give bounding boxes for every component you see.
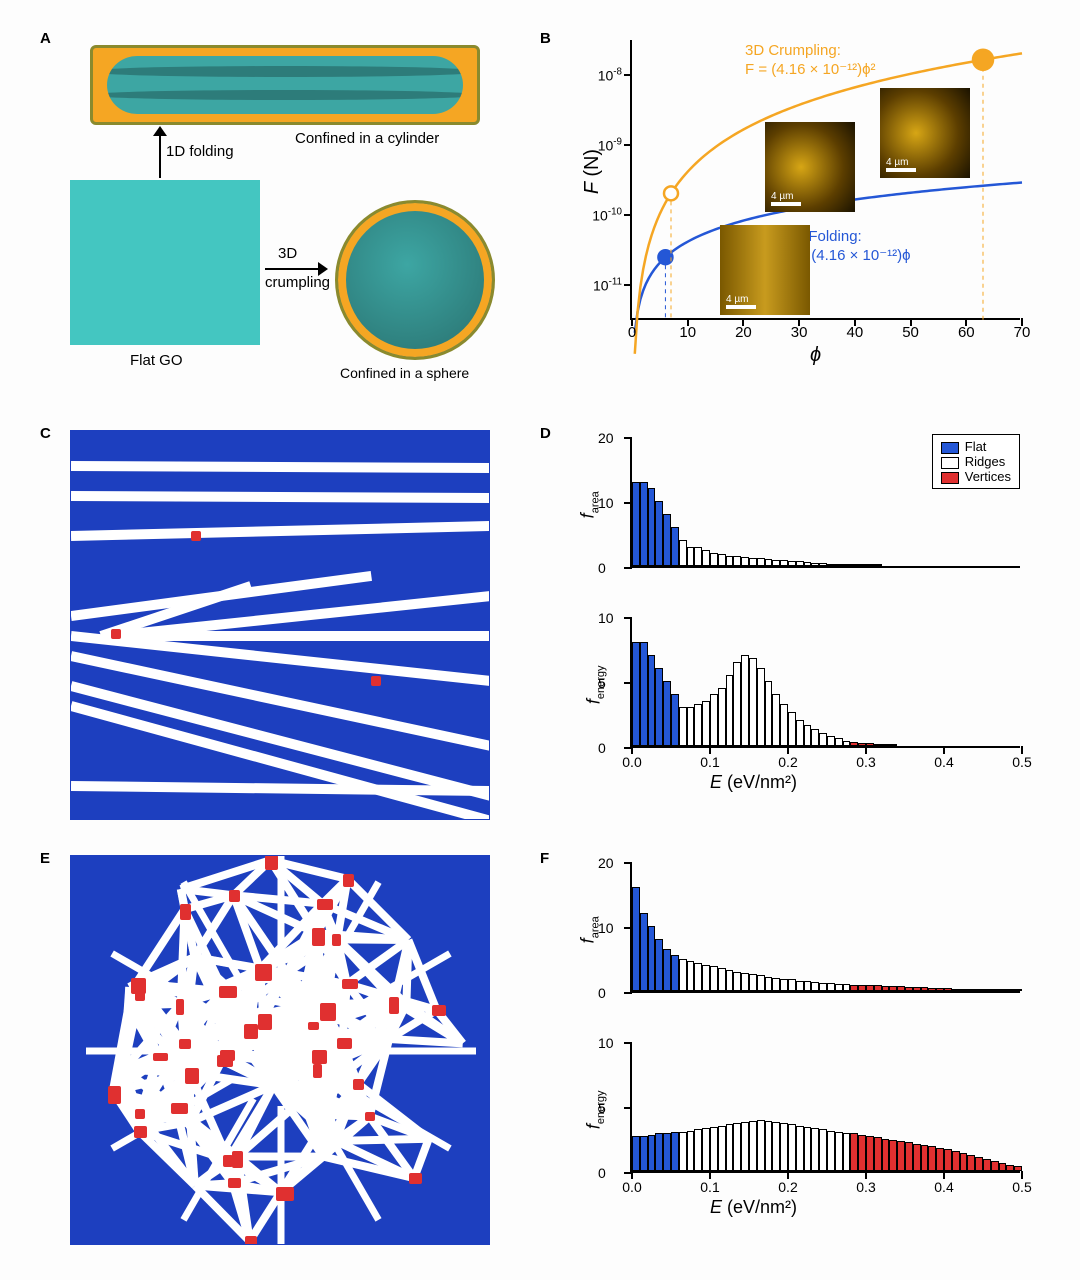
- scalebar-text-3: 4 µm: [726, 294, 748, 305]
- label-B: B: [540, 30, 551, 47]
- eq-crumpling-2: F = (4.16 × 10⁻¹²)ϕ²: [745, 60, 876, 78]
- folded-go-in-cylinder: [107, 56, 463, 114]
- arrow-3d-label1: 3D: [278, 245, 297, 262]
- scalebar-2: [886, 168, 916, 172]
- arrow-1d-head: [153, 126, 167, 136]
- panel-B: 01020304050607010-1110-1010-910-8 F (N) …: [560, 30, 1030, 370]
- panel-C-map: [70, 430, 490, 820]
- inset-afm-1: 4 µm: [765, 122, 855, 212]
- label-C: C: [40, 425, 51, 442]
- ylabel-F: F (N): [581, 149, 604, 194]
- inset-afm-2: 4 µm: [880, 88, 970, 178]
- panel-F: 01020farea0510fenergy0.00.10.20.30.40.5E…: [560, 855, 1030, 1245]
- arrow-3d-label2: crumpling: [265, 274, 330, 291]
- sphere-container: [335, 200, 495, 360]
- eq-crumpling-1: 3D Crumpling:: [745, 42, 841, 59]
- arrow-3d-shaft: [265, 268, 320, 270]
- scalebar-1: [771, 202, 801, 206]
- arrow-1d-label: 1D folding: [166, 143, 234, 160]
- scalebar-text-2: 4 µm: [886, 157, 908, 168]
- flat-go-caption: Flat GO: [130, 352, 183, 369]
- label-E: E: [40, 850, 50, 867]
- scalebar-text-1: 4 µm: [771, 191, 793, 202]
- label-F: F: [540, 850, 549, 867]
- cylinder-caption: Confined in a cylinder: [295, 130, 439, 147]
- inset-afm-3: 4 µm: [720, 225, 810, 315]
- scalebar-3: [726, 305, 756, 309]
- panel-D: FlatRidgesVertices01020farea0510fenergy0…: [560, 430, 1030, 820]
- panel-E-map: [70, 855, 490, 1245]
- cylinder-container: [90, 45, 480, 125]
- flat-go-sheet: [70, 180, 260, 345]
- sphere-caption: Confined in a sphere: [340, 365, 469, 381]
- histogram-legend: FlatRidgesVertices: [932, 434, 1020, 489]
- label-D: D: [540, 425, 551, 442]
- arrow-1d-shaft: [159, 132, 161, 178]
- xlabel-phi: ϕ: [810, 344, 821, 367]
- panel-A: Confined in a cylinder Flat GO Confined …: [40, 30, 510, 360]
